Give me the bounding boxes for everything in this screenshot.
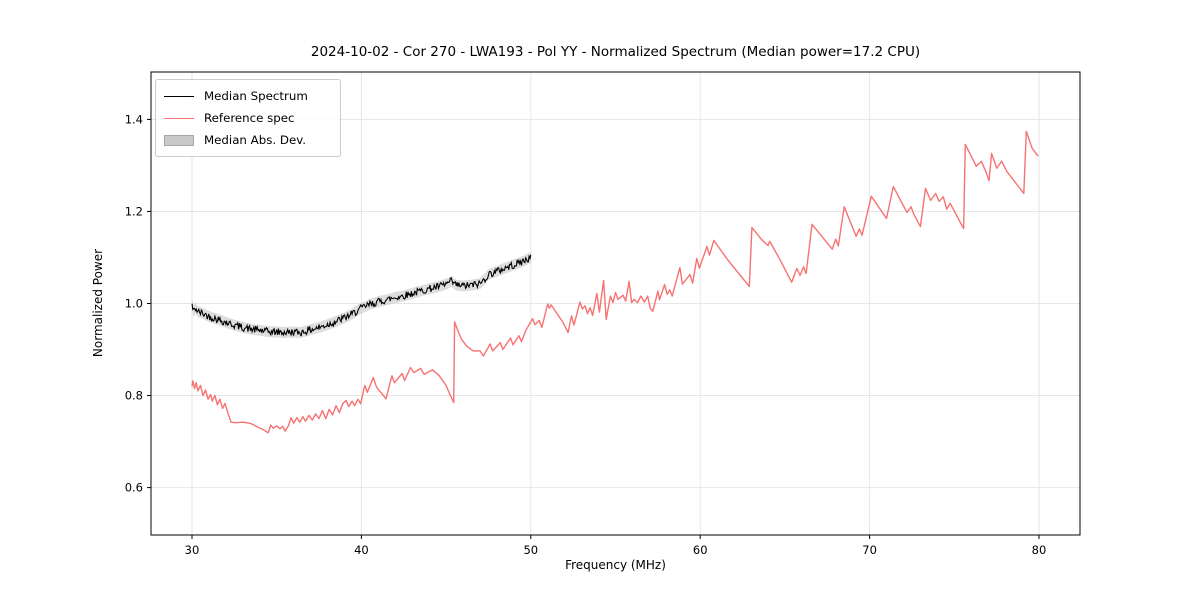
y-tick-label: 0.6 [125, 481, 143, 495]
legend-item-reference-spec: Reference spec [164, 107, 332, 129]
y-tick-label: 1.2 [125, 204, 143, 218]
y-tick-label: 1.4 [125, 112, 143, 126]
legend-item-median-abs-dev: Median Abs. Dev. [164, 129, 332, 151]
chart-title: 2024-10-02 - Cor 270 - LWA193 - Pol YY -… [310, 44, 921, 60]
x-tick-label: 40 [354, 543, 369, 557]
reference-spec-line-icon [164, 117, 196, 119]
y-tick-label: 0.8 [125, 389, 143, 403]
x-tick-label: 80 [1032, 543, 1047, 557]
legend-item-median-spectrum: Median Spectrum [164, 85, 332, 107]
x-axis-label: Frequency (MHz) [565, 558, 666, 572]
legend-label: Median Abs. Dev. [204, 133, 307, 147]
legend: Median Spectrum Reference spec Median Ab… [155, 79, 341, 157]
x-tick-label: 60 [693, 543, 708, 557]
reference-spec-line [191, 130, 1039, 434]
x-tick-label: 70 [862, 543, 877, 557]
median-abs-dev-patch-icon [164, 134, 196, 146]
legend-label: Reference spec [204, 111, 295, 125]
x-tick-label: 50 [523, 543, 538, 557]
x-tick-label: 30 [185, 543, 200, 557]
legend-label: Median Spectrum [204, 89, 308, 103]
y-axis-label: Normalized Power [91, 248, 105, 358]
y-tick-label: 1.0 [125, 297, 143, 311]
median-spectrum-line-icon [164, 95, 196, 97]
median-spectrum-line [191, 254, 532, 337]
